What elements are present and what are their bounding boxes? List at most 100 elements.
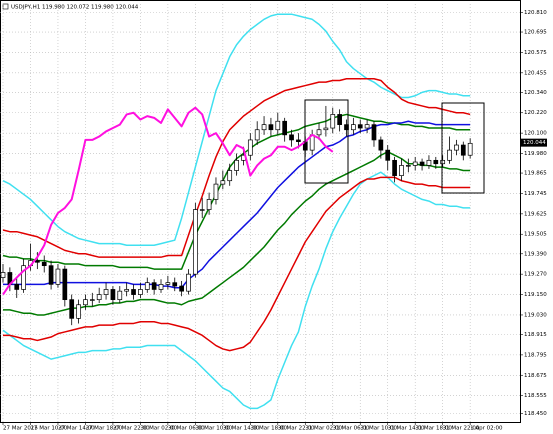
candle-body bbox=[447, 149, 452, 161]
x-tick-label: 27 Mar 10:00 bbox=[30, 426, 67, 432]
candle-body bbox=[371, 124, 377, 141]
candle-body bbox=[55, 268, 61, 285]
x-tick-label: 31 Mar 18:00 bbox=[415, 426, 452, 432]
chart-title: USDJPY,H1 119.980 120.072 119.980 120.04… bbox=[11, 5, 139, 11]
y-tick-label: 119.625 bbox=[524, 211, 547, 217]
candle-body bbox=[117, 290, 123, 301]
candle-body bbox=[385, 149, 391, 161]
indicator-line bbox=[2, 78, 471, 258]
y-tick-label: 118.450 bbox=[524, 411, 547, 417]
symbol-icon bbox=[2, 3, 9, 10]
y-tick-label: 120.455 bbox=[524, 70, 547, 76]
candle-body bbox=[433, 159, 439, 165]
y-tick-label: 119.150 bbox=[524, 292, 547, 298]
candle-body bbox=[227, 170, 233, 182]
candle-body bbox=[213, 183, 219, 200]
candle-body bbox=[34, 260, 40, 263]
candle-body bbox=[131, 289, 136, 295]
current-price-label: 120.044 bbox=[523, 140, 546, 146]
y-tick-label: 120.575 bbox=[524, 50, 547, 56]
candle-body bbox=[440, 159, 446, 165]
candle-body bbox=[426, 159, 432, 166]
candle-body bbox=[399, 165, 404, 176]
candle-body bbox=[124, 289, 130, 292]
x-tick-label: 30 Mar 22:00 bbox=[278, 426, 315, 432]
indicator-line bbox=[2, 106, 334, 296]
x-tick-label: 27 Mar 14:00 bbox=[58, 426, 95, 432]
candle-body bbox=[165, 282, 171, 285]
candle-body bbox=[289, 134, 294, 141]
candle-body bbox=[419, 161, 425, 166]
candle-body bbox=[83, 299, 88, 306]
candle-body bbox=[158, 284, 164, 290]
x-tick-label: 27 Mar 2015 bbox=[3, 426, 38, 432]
candle-body bbox=[268, 124, 274, 131]
candle-body bbox=[351, 124, 356, 131]
y-tick-label: 118.915 bbox=[524, 332, 547, 338]
candle-body bbox=[138, 289, 143, 295]
x-tick-label: 30 Mar 18:00 bbox=[250, 426, 287, 432]
candle-body bbox=[234, 159, 239, 171]
y-tick-label: 118.675 bbox=[524, 373, 547, 379]
candle-body bbox=[454, 144, 459, 151]
candle-body bbox=[364, 124, 370, 129]
y-tick-label: 119.270 bbox=[524, 272, 547, 278]
candle-body bbox=[14, 284, 20, 290]
candle-body bbox=[186, 273, 191, 292]
candle-body bbox=[330, 114, 336, 129]
x-tick-label: 31 Mar 02:00 bbox=[305, 426, 342, 432]
candle-body bbox=[89, 299, 95, 301]
candle-body bbox=[199, 209, 205, 211]
candle-body bbox=[151, 282, 157, 290]
drawn-rectangle bbox=[304, 99, 349, 184]
x-tick-label: 31 Mar 10:00 bbox=[360, 426, 397, 432]
x-tick-label: 31 Mar 22:00 bbox=[443, 426, 480, 432]
candle-body bbox=[337, 114, 342, 125]
indicator-line bbox=[2, 13, 471, 247]
candle-body bbox=[275, 120, 281, 131]
x-tick-label: 30 Mar 10:00 bbox=[195, 426, 232, 432]
candle-body bbox=[69, 299, 75, 319]
candle-body bbox=[467, 142, 473, 156]
candle-body bbox=[62, 268, 68, 301]
candle-body bbox=[76, 304, 81, 319]
candle-body bbox=[460, 144, 466, 156]
candle-body bbox=[392, 159, 397, 176]
candle-body bbox=[0, 272, 6, 278]
candle-body bbox=[144, 282, 150, 290]
candle-body bbox=[110, 289, 116, 301]
plot-layer: 120.810 120.695 120.575 120.455 120.340 120.2… bbox=[0, 4, 547, 432]
drawn-rectangle bbox=[441, 102, 485, 194]
candle-body bbox=[193, 209, 198, 275]
indicator-line bbox=[3, 120, 471, 289]
candle-body bbox=[254, 129, 260, 141]
y-tick-label: 119.505 bbox=[524, 232, 547, 238]
indicator-line bbox=[3, 176, 471, 352]
x-tick-label: 1 Apr 02:00 bbox=[470, 426, 503, 432]
x-tick-label: 27 Mar 22:00 bbox=[113, 426, 150, 432]
y-tick-label: 119.390 bbox=[524, 251, 547, 257]
candle-body bbox=[261, 124, 267, 131]
y-tick-label: 119.030 bbox=[524, 312, 547, 318]
x-tick-label: 31 Mar 14:00 bbox=[388, 426, 425, 432]
x-tick-label: 30 Mar 14:00 bbox=[223, 426, 260, 432]
current-price-box bbox=[521, 138, 547, 147]
candle-body bbox=[282, 120, 288, 136]
candle-body bbox=[96, 294, 102, 301]
x-tick-label: 30 Mar 06:00 bbox=[168, 426, 205, 432]
candle-body bbox=[296, 139, 301, 142]
candle-body bbox=[172, 282, 178, 287]
x-tick-label: 31 Mar 06:00 bbox=[333, 426, 370, 432]
candle-body bbox=[21, 265, 26, 290]
candle-body bbox=[412, 161, 418, 166]
y-tick-label: 120.340 bbox=[524, 90, 547, 96]
x-tick-label: 27 Mar 18:00 bbox=[85, 426, 122, 432]
candle-body bbox=[323, 127, 329, 131]
y-tick-label: 120.810 bbox=[524, 10, 547, 16]
candle-body bbox=[206, 199, 212, 210]
y-tick-label: 120.220 bbox=[524, 110, 547, 116]
y-tick-label: 120.100 bbox=[524, 131, 547, 137]
